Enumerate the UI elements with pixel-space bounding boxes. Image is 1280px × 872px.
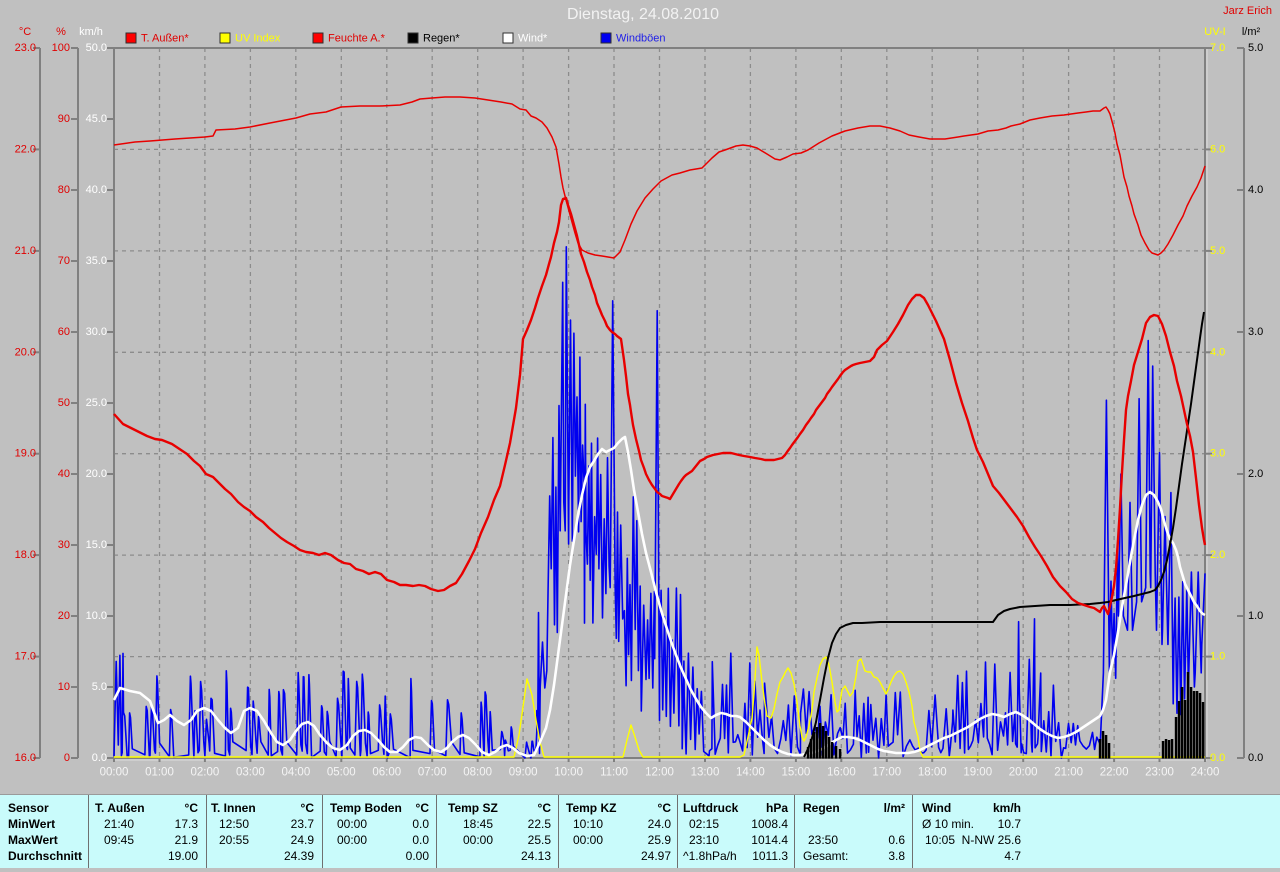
svg-text:23:00: 23:00 — [1145, 767, 1174, 779]
svg-text:30: 30 — [58, 539, 70, 551]
svg-text:25.0: 25.0 — [86, 397, 107, 409]
svg-text:04:00: 04:00 — [281, 767, 310, 779]
svg-text:5.0: 5.0 — [1248, 42, 1263, 54]
svg-text:70: 70 — [58, 255, 70, 267]
svg-text:0.0: 0.0 — [1248, 752, 1263, 764]
svg-text:5.0: 5.0 — [92, 681, 107, 693]
svg-text:10:00: 10:00 — [554, 767, 583, 779]
svg-text:10: 10 — [58, 681, 70, 693]
svg-text:10.0: 10.0 — [86, 610, 107, 622]
svg-text:12:00: 12:00 — [645, 767, 674, 779]
svg-text:90: 90 — [58, 113, 70, 125]
svg-text:0.0: 0.0 — [92, 752, 107, 764]
svg-text:5.0: 5.0 — [1210, 245, 1225, 257]
svg-text:40: 40 — [58, 468, 70, 480]
svg-text:30.0: 30.0 — [86, 326, 107, 338]
svg-text:02:00: 02:00 — [191, 767, 220, 779]
svg-text:3.0: 3.0 — [1248, 326, 1263, 338]
svg-text:20.0: 20.0 — [86, 468, 107, 480]
svg-text:11:00: 11:00 — [600, 767, 628, 779]
svg-text:17.0: 17.0 — [15, 651, 36, 663]
svg-text:4.0: 4.0 — [1210, 346, 1225, 358]
svg-text:20:00: 20:00 — [1009, 767, 1038, 779]
svg-text:17:00: 17:00 — [872, 767, 901, 779]
svg-text:16.0: 16.0 — [15, 752, 36, 764]
svg-text:Windböen: Windböen — [616, 33, 666, 45]
svg-text:09:00: 09:00 — [509, 767, 538, 779]
svg-text:50: 50 — [58, 397, 70, 409]
svg-text:%: % — [56, 26, 66, 38]
svg-text:l/m²: l/m² — [1242, 26, 1261, 38]
svg-text:24:00: 24:00 — [1191, 767, 1220, 779]
svg-text:00:00: 00:00 — [100, 767, 129, 779]
svg-text:07:00: 07:00 — [418, 767, 447, 779]
svg-text:2.0: 2.0 — [1248, 468, 1263, 480]
svg-text:3.0: 3.0 — [1210, 448, 1225, 460]
svg-text:Feuchte A.*: Feuchte A.* — [328, 33, 386, 45]
svg-text:4.0: 4.0 — [1248, 184, 1263, 196]
svg-text:UV Index: UV Index — [235, 33, 281, 45]
svg-text:0.0: 0.0 — [1210, 752, 1225, 764]
svg-text:45.0: 45.0 — [86, 113, 107, 125]
svg-text:80: 80 — [58, 184, 70, 196]
svg-text:01:00: 01:00 — [145, 767, 174, 779]
svg-text:60: 60 — [58, 326, 70, 338]
svg-text:1.0: 1.0 — [1248, 610, 1263, 622]
svg-text:Jarz Erich: Jarz Erich — [1223, 5, 1272, 17]
svg-text:05:00: 05:00 — [327, 767, 356, 779]
svg-text:T. Außen*: T. Außen* — [141, 33, 189, 45]
svg-text:23.0: 23.0 — [15, 42, 36, 54]
svg-text:0: 0 — [64, 752, 70, 764]
svg-text:19.0: 19.0 — [15, 448, 36, 460]
svg-text:06:00: 06:00 — [372, 767, 401, 779]
svg-text:20.0: 20.0 — [15, 346, 36, 358]
svg-text:22.0: 22.0 — [15, 143, 36, 155]
svg-text:2.0: 2.0 — [1210, 549, 1225, 561]
svg-text:08:00: 08:00 — [463, 767, 492, 779]
svg-text:35.0: 35.0 — [86, 255, 107, 267]
svg-text:18.0: 18.0 — [15, 549, 36, 561]
svg-text:Regen*: Regen* — [423, 33, 460, 45]
svg-text:19:00: 19:00 — [963, 767, 992, 779]
svg-text:13:00: 13:00 — [691, 767, 720, 779]
svg-text:15:00: 15:00 — [781, 767, 810, 779]
svg-text:km/h: km/h — [79, 26, 103, 38]
svg-text:UV-I: UV-I — [1204, 26, 1225, 38]
svg-text:18:00: 18:00 — [918, 767, 947, 779]
svg-text:6.0: 6.0 — [1210, 143, 1225, 155]
svg-text:7.0: 7.0 — [1210, 42, 1225, 54]
svg-text:Dienstag, 24.08.2010: Dienstag, 24.08.2010 — [567, 6, 719, 23]
svg-text:16:00: 16:00 — [827, 767, 856, 779]
svg-text:50.0: 50.0 — [86, 42, 107, 54]
svg-text:21.0: 21.0 — [15, 245, 36, 257]
svg-text:15.0: 15.0 — [86, 539, 107, 551]
svg-text:1.0: 1.0 — [1210, 651, 1225, 663]
svg-text:22:00: 22:00 — [1100, 767, 1129, 779]
svg-text:Wind*: Wind* — [518, 33, 548, 45]
svg-text:03:00: 03:00 — [236, 767, 265, 779]
svg-text:20: 20 — [58, 610, 70, 622]
svg-text:40.0: 40.0 — [86, 184, 107, 196]
svg-text:21:00: 21:00 — [1054, 767, 1083, 779]
svg-text:100: 100 — [52, 42, 70, 54]
svg-text:14:00: 14:00 — [736, 767, 765, 779]
svg-text:°C: °C — [19, 26, 31, 38]
